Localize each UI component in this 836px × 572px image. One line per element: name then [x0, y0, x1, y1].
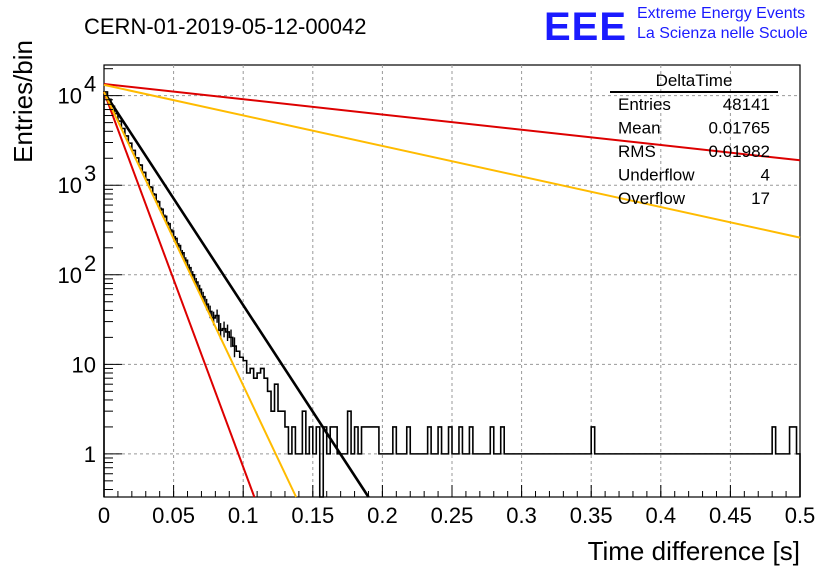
fit-line [103, 91, 256, 498]
y-tick-exponent: 4 [84, 72, 96, 97]
stats-value: 48141 [723, 95, 770, 114]
stats-label: Entries [618, 95, 671, 114]
x-tick-label: 0.3 [506, 503, 537, 528]
fit-line [103, 82, 801, 162]
x-tick-label: 0.35 [570, 503, 613, 528]
plot-title: CERN-01-2019-05-12-00042 [84, 14, 367, 39]
x-tick-label: 0.45 [709, 503, 752, 528]
x-tick-label: 0.25 [431, 503, 474, 528]
eee-logo-line2: La Scienza nelle Scuole [637, 25, 808, 42]
eee-logo: EEE Extreme Energy Events La Scienza nel… [544, 5, 808, 49]
y-axis-label: Entries/bin [8, 40, 38, 163]
x-axis-label: Time difference [s] [588, 536, 800, 566]
stats-box: DeltaTime Entries 48141 Mean 0.01765 RMS 0.01… [610, 71, 778, 208]
fit-lines [102, 82, 801, 498]
eee-logo-line1: Extreme Energy Events [637, 5, 805, 22]
fit-line [103, 91, 297, 498]
x-tick-label: 0 [98, 503, 110, 528]
stats-label: Underflow [618, 166, 695, 185]
x-tick-label: 0.15 [291, 503, 334, 528]
fit-line [103, 83, 801, 239]
x-tick-label: 0.1 [228, 503, 259, 528]
stats-value: 0.01982 [709, 142, 770, 161]
stats-value: 17 [751, 189, 770, 208]
x-tick-label: 0.4 [646, 503, 677, 528]
y-tick-label: 10 [72, 352, 96, 377]
fit-line [102, 91, 370, 498]
y-tick-label: 10 [58, 84, 82, 109]
eee-logo-mark: EEE [544, 5, 627, 49]
stats-box-title: DeltaTime [656, 71, 733, 90]
y-tick-label: 10 [58, 173, 82, 198]
y-tick-exponent: 3 [84, 161, 96, 186]
y-tick-label: 10 [58, 263, 82, 288]
stats-value: 4 [761, 166, 770, 185]
stats-label: Mean [618, 119, 661, 138]
x-tick-label: 0.5 [785, 503, 816, 528]
grid-lines [104, 65, 800, 497]
y-tick-exponent: 2 [84, 251, 96, 276]
stats-value: 0.01765 [709, 119, 770, 138]
x-axis-ticks: 0 0.05 0.1 0.15 0.2 0.25 0.3 0.35 0.4 0.45 0.5 [98, 485, 815, 528]
x-tick-label: 0.05 [152, 503, 195, 528]
y-tick-label: 1 [84, 442, 96, 467]
histogram-bars [103, 91, 801, 498]
stats-label: Overflow [618, 189, 686, 208]
stats-label: RMS [618, 142, 656, 161]
x-tick-label: 0.2 [367, 503, 398, 528]
